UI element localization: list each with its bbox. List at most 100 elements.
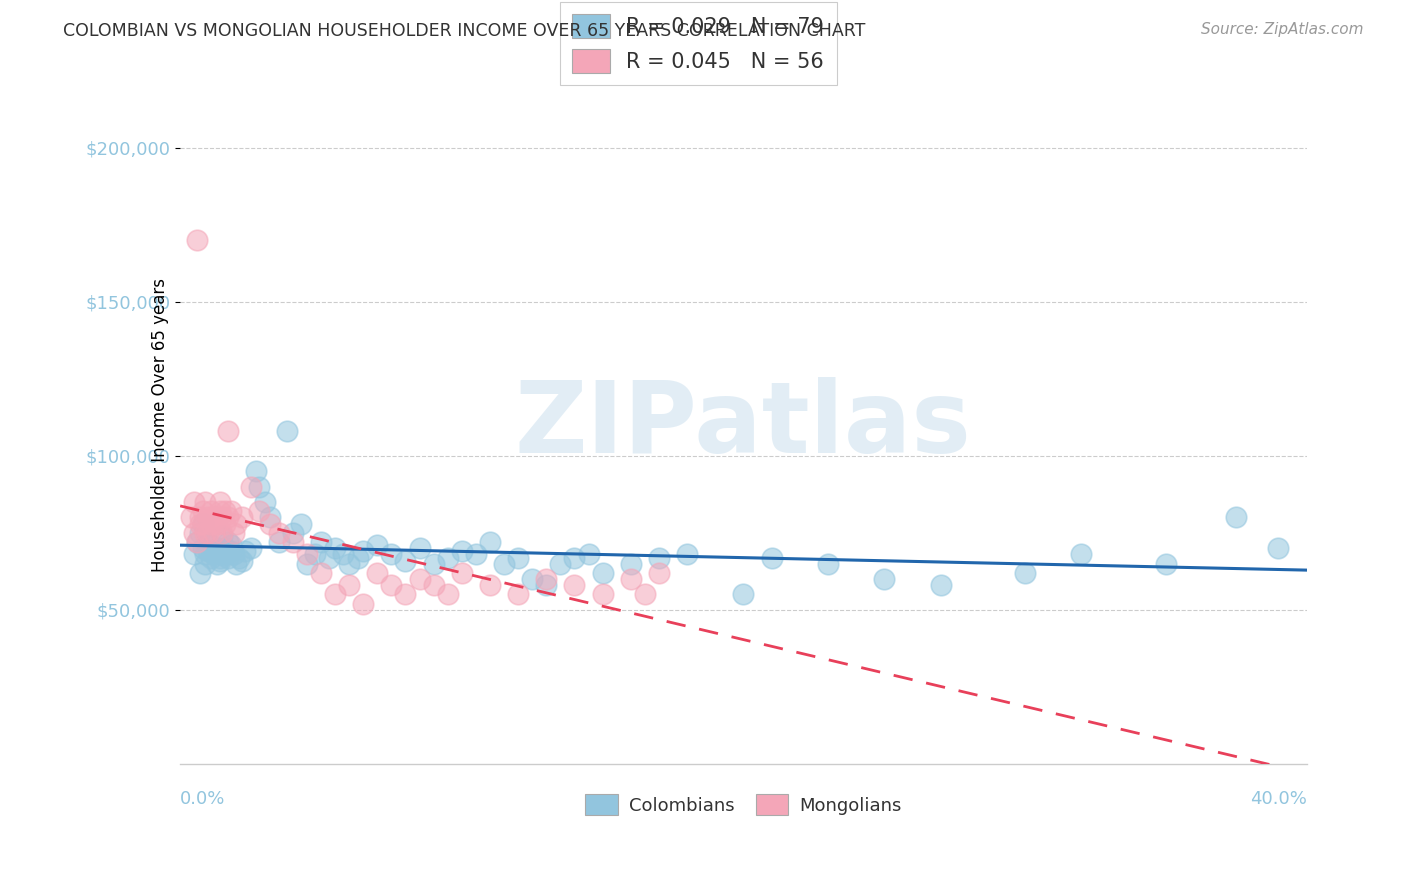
Point	[450, 566, 472, 580]
Point	[208, 495, 231, 509]
Point	[733, 587, 755, 601]
Point	[205, 541, 228, 556]
Point	[817, 557, 839, 571]
Point	[564, 550, 586, 565]
Point	[183, 495, 205, 509]
Point	[208, 553, 231, 567]
Point	[295, 548, 318, 562]
Point	[253, 495, 276, 509]
Point	[352, 597, 374, 611]
Point	[536, 578, 558, 592]
Point	[259, 516, 281, 531]
Legend: Colombians, Mongolians: Colombians, Mongolians	[578, 788, 908, 822]
Point	[219, 538, 242, 552]
Point	[873, 572, 896, 586]
Point	[309, 566, 332, 580]
Point	[346, 550, 368, 565]
Point	[217, 424, 239, 438]
Point	[247, 504, 270, 518]
Point	[200, 550, 222, 565]
Point	[228, 550, 250, 565]
Point	[245, 464, 267, 478]
Point	[186, 233, 208, 247]
Point	[225, 557, 247, 571]
Point	[506, 550, 529, 565]
Point	[219, 544, 242, 558]
Point	[295, 557, 318, 571]
Point	[1225, 510, 1247, 524]
Point	[200, 516, 222, 531]
Point	[217, 550, 239, 565]
Point	[436, 550, 458, 565]
Point	[352, 544, 374, 558]
Point	[211, 548, 233, 562]
Point	[309, 535, 332, 549]
Point	[592, 587, 614, 601]
Point	[506, 587, 529, 601]
Point	[366, 566, 388, 580]
Point	[186, 535, 208, 549]
Text: Source: ZipAtlas.com: Source: ZipAtlas.com	[1201, 22, 1364, 37]
Point	[247, 480, 270, 494]
Point	[202, 525, 225, 540]
Point	[214, 548, 236, 562]
Point	[191, 504, 214, 518]
Point	[197, 525, 219, 540]
Point	[214, 516, 236, 531]
Point	[408, 572, 430, 586]
Point	[1267, 541, 1289, 556]
Point	[578, 548, 600, 562]
Point	[422, 578, 444, 592]
Point	[337, 578, 360, 592]
Point	[188, 525, 211, 540]
Point	[620, 557, 643, 571]
Point	[191, 541, 214, 556]
Point	[380, 548, 402, 562]
Point	[208, 504, 231, 518]
Point	[194, 525, 217, 540]
Point	[267, 525, 290, 540]
Point	[522, 572, 544, 586]
Point	[214, 504, 236, 518]
Point	[217, 510, 239, 524]
Point	[492, 557, 515, 571]
Point	[231, 510, 253, 524]
Point	[200, 538, 222, 552]
Point	[180, 510, 202, 524]
Point	[323, 541, 346, 556]
Point	[1014, 566, 1036, 580]
Point	[219, 504, 242, 518]
Text: ZIPatlas: ZIPatlas	[515, 376, 972, 474]
Point	[188, 510, 211, 524]
Point	[202, 544, 225, 558]
Point	[1154, 557, 1177, 571]
Point	[202, 510, 225, 524]
Point	[929, 578, 952, 592]
Point	[231, 553, 253, 567]
Point	[202, 548, 225, 562]
Point	[318, 550, 340, 565]
Point	[422, 557, 444, 571]
Point	[648, 566, 671, 580]
Point	[281, 525, 304, 540]
Point	[194, 548, 217, 562]
Point	[366, 538, 388, 552]
Point	[394, 587, 416, 601]
Point	[648, 550, 671, 565]
Point	[200, 504, 222, 518]
Point	[194, 495, 217, 509]
Point	[197, 535, 219, 549]
Point	[290, 516, 312, 531]
Point	[408, 541, 430, 556]
Point	[380, 578, 402, 592]
Point	[211, 510, 233, 524]
Point	[214, 541, 236, 556]
Point	[394, 553, 416, 567]
Point	[281, 535, 304, 549]
Point	[478, 535, 501, 549]
Point	[183, 548, 205, 562]
Point	[620, 572, 643, 586]
Point	[1070, 548, 1092, 562]
Point	[478, 578, 501, 592]
Point	[211, 529, 233, 543]
